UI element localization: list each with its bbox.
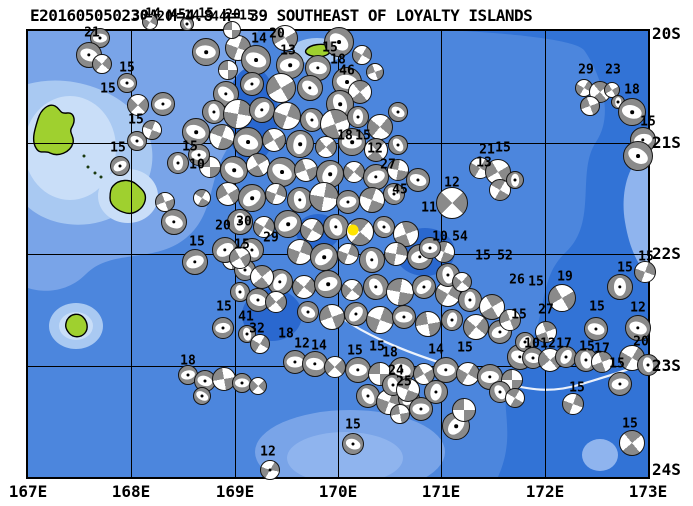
islet-mark: [86, 165, 90, 169]
islet-mark: [99, 175, 103, 179]
island-southwest: [64, 313, 88, 338]
bathy-light-spot: [582, 439, 618, 471]
islet-mark: [82, 154, 86, 158]
island-lifou: [32, 104, 75, 156]
islet-mark: [93, 171, 97, 175]
map-frame: [26, 29, 650, 479]
plot-title: E201605050230A M=4.8 h= 39 SOUTHEAST OF …: [30, 6, 533, 25]
island-mare: [109, 179, 147, 215]
bathy-band: [623, 150, 648, 274]
